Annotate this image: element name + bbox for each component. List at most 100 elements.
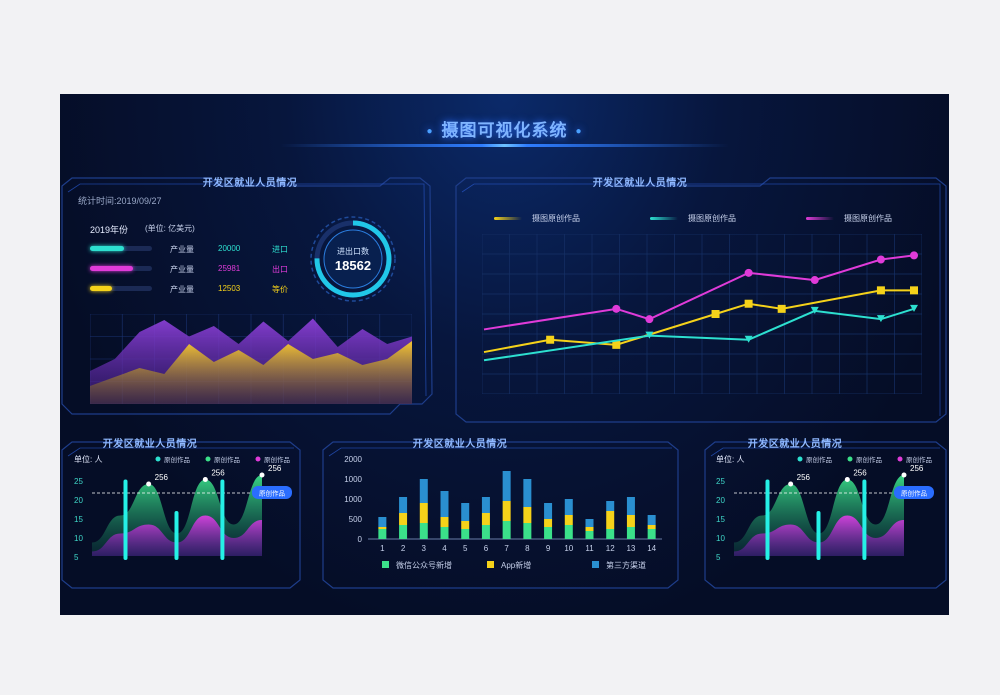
panel-title-bottom-right: 开发区就业人员情况 <box>747 439 843 450</box>
bar-segment <box>626 515 635 527</box>
legend-label: 第三方渠道 <box>606 560 646 570</box>
bar-segment <box>399 513 408 525</box>
gauge: 进出口数 18562 <box>310 216 396 302</box>
peak-point <box>788 481 794 487</box>
bar-segment <box>647 515 656 525</box>
x-tick-label: 12 <box>606 544 615 553</box>
legend-label: 摄图原创作品 <box>688 214 736 223</box>
area-chart <box>90 314 412 404</box>
highlight-bar <box>220 479 225 560</box>
bar-segment <box>626 497 635 515</box>
y-tick-label: 500 <box>349 515 363 524</box>
line-marker <box>711 310 720 318</box>
legend-label: 原创作品 <box>856 455 882 464</box>
bar-segment <box>544 519 553 527</box>
line-chart <box>482 234 922 394</box>
bar-segment <box>523 523 532 539</box>
y-tick-label: 5 <box>74 553 79 562</box>
y-tick-label: 0 <box>358 535 363 544</box>
bar-segment <box>502 501 511 521</box>
panel-title-bottom-left: 开发区就业人员情况 <box>102 439 198 450</box>
legend-dot <box>847 456 853 462</box>
bar-segment <box>461 503 470 521</box>
peak-point <box>844 477 850 482</box>
y-tick-label: 15 <box>716 515 725 524</box>
bar-segment <box>378 527 387 529</box>
legend-label: 原创作品 <box>806 455 832 464</box>
line-marker <box>546 335 555 344</box>
stat-bar-track <box>90 246 152 251</box>
x-tick-label: 14 <box>647 544 656 553</box>
tooltip-badge <box>252 486 292 499</box>
peak-label: 256 <box>910 464 924 473</box>
line-marker <box>810 276 819 285</box>
x-tick-label: 6 <box>484 544 489 553</box>
bar-segment <box>606 501 615 511</box>
legend-label: 原创作品 <box>164 455 190 464</box>
bar-segment <box>461 521 470 529</box>
stat-tag: 出口 <box>272 265 288 274</box>
y-tick-label: 1000 <box>344 495 362 504</box>
page-title-text: 摄图可视化系统 <box>441 121 568 140</box>
stat-bar-fill <box>90 286 112 291</box>
line-marker <box>612 340 621 349</box>
bar-segment <box>378 517 387 527</box>
legend-dot <box>897 456 903 462</box>
highlight-bar <box>765 479 770 560</box>
bar-segment <box>378 529 387 539</box>
bar-segment <box>647 529 656 539</box>
bar-segment <box>647 525 656 529</box>
tooltip-badge-label: 原创作品 <box>901 489 927 498</box>
bar-segment <box>481 513 490 525</box>
line-series <box>483 307 915 362</box>
y-tick-label: 10 <box>74 534 83 543</box>
line-marker <box>612 304 621 313</box>
legend-label: 原创作品 <box>906 455 932 464</box>
line-marker <box>810 306 819 314</box>
bar-segment <box>502 471 511 501</box>
legend-label: 原创作品 <box>214 455 240 464</box>
stat-value: 12503 <box>218 284 241 293</box>
y-tick-label: 20 <box>716 496 725 505</box>
y-tick-label: 20 <box>74 496 83 505</box>
line-series <box>483 289 914 354</box>
line-marker <box>910 286 918 295</box>
title-glow-divider <box>280 144 729 147</box>
x-tick-label: 10 <box>564 544 573 553</box>
stat-label: 产业量 <box>170 245 194 254</box>
bar-segment <box>523 479 532 507</box>
x-tick-label: 5 <box>463 544 468 553</box>
stat-bar-track <box>90 286 152 291</box>
bar-segment <box>419 503 428 523</box>
line-marker <box>910 251 918 260</box>
gauge-value: 18562 <box>335 258 371 273</box>
tooltip-badge-label: 原创作品 <box>259 489 285 498</box>
title-dot-icon: ● <box>575 126 583 138</box>
y-tick-label: 25 <box>716 477 725 486</box>
peak-point <box>259 472 265 478</box>
page-title: ● 摄图可视化系统 ● <box>60 116 949 141</box>
stat-label: 产业量 <box>170 265 194 274</box>
wave-chart-left: 单位: 人原创作品 原创作品 原创作品252015105256 256 256原创作品 <box>74 454 292 562</box>
line-marker <box>876 255 885 264</box>
bar-segment <box>419 479 428 503</box>
line-marker <box>645 315 654 324</box>
legend-dot <box>155 456 161 462</box>
title-dot-icon: ● <box>426 126 434 138</box>
panel-title-bottom-mid: 开发区就业人员情况 <box>412 439 508 450</box>
area-series-yellow <box>90 341 412 404</box>
stat-bar-track <box>90 266 152 271</box>
dashboard: ● 摄图可视化系统 ● 开发区就业人员情况 开发区就业人员情况 开发区就业人员情况 … <box>60 94 949 615</box>
legend-swatch <box>806 217 834 220</box>
legend-label: 摄图原创作品 <box>844 214 892 223</box>
legend-swatch <box>494 217 522 220</box>
stat-value: 20000 <box>218 244 241 253</box>
y-tick-label: 2000 <box>344 455 362 464</box>
panel-title-right-top: 开发区就业人员情况 <box>592 178 688 189</box>
bar-segment <box>419 523 428 539</box>
legend-label: 摄图原创作品 <box>532 214 580 223</box>
x-tick-label: 11 <box>585 544 594 553</box>
line-marker <box>645 331 654 339</box>
stat-bar-fill <box>90 246 125 251</box>
bar-segment <box>399 525 408 539</box>
